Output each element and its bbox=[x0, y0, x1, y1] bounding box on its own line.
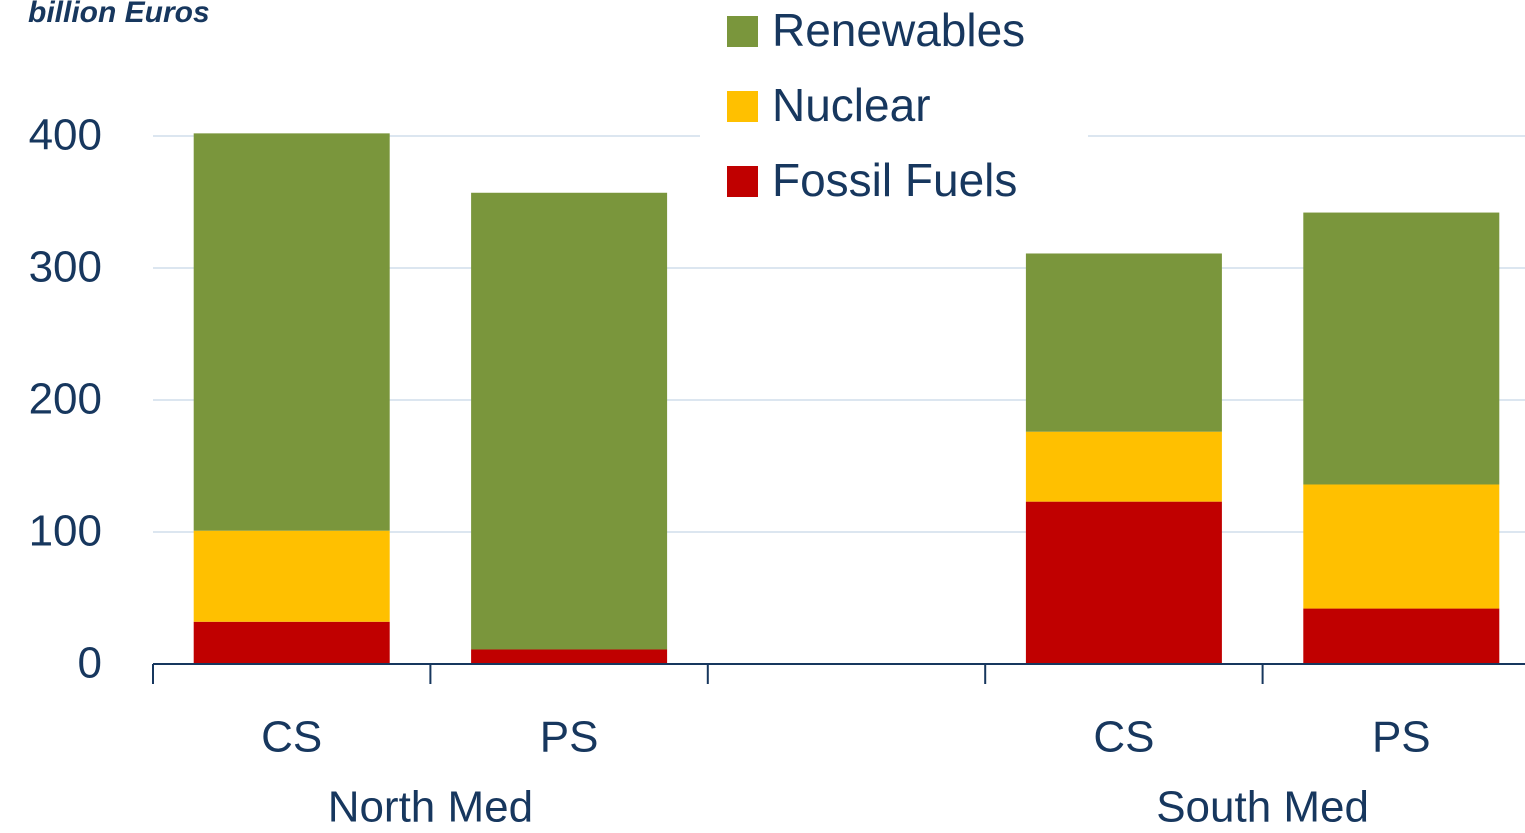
bar-segment bbox=[193, 621, 390, 664]
y-tick-label: 200 bbox=[29, 375, 102, 424]
legend-label: Fossil Fuels bbox=[772, 154, 1017, 206]
legend-swatch bbox=[727, 166, 758, 197]
bar-segment bbox=[1025, 501, 1222, 664]
bar-segment bbox=[193, 530, 390, 622]
bar-segment bbox=[1303, 212, 1500, 485]
x-tick-label: PS bbox=[540, 713, 599, 762]
y-tick-label: 0 bbox=[78, 639, 102, 688]
x-tick-label: PS bbox=[1372, 713, 1431, 762]
bar-segment bbox=[1303, 484, 1500, 609]
legend-label: Renewables bbox=[772, 4, 1025, 56]
x-tick-label: CS bbox=[261, 713, 322, 762]
x-tick-label: CS bbox=[1093, 713, 1154, 762]
bar-segment bbox=[1303, 608, 1500, 664]
group-label: South Med bbox=[1156, 783, 1369, 832]
legend-background bbox=[700, 0, 1088, 218]
bar-segment bbox=[193, 133, 390, 531]
bar-segment bbox=[1025, 431, 1222, 502]
bar-segment bbox=[1025, 253, 1222, 432]
legend-swatch bbox=[727, 16, 758, 47]
legend-label: Nuclear bbox=[772, 79, 931, 131]
chart-title: billion Euros bbox=[28, 0, 210, 29]
y-tick-label: 400 bbox=[29, 111, 102, 160]
y-tick-label: 100 bbox=[29, 507, 102, 556]
bar-segment bbox=[471, 649, 668, 664]
bar-segment bbox=[471, 192, 668, 650]
y-tick-label: 300 bbox=[29, 243, 102, 292]
legend-swatch bbox=[727, 91, 758, 122]
group-label: North Med bbox=[328, 783, 533, 832]
